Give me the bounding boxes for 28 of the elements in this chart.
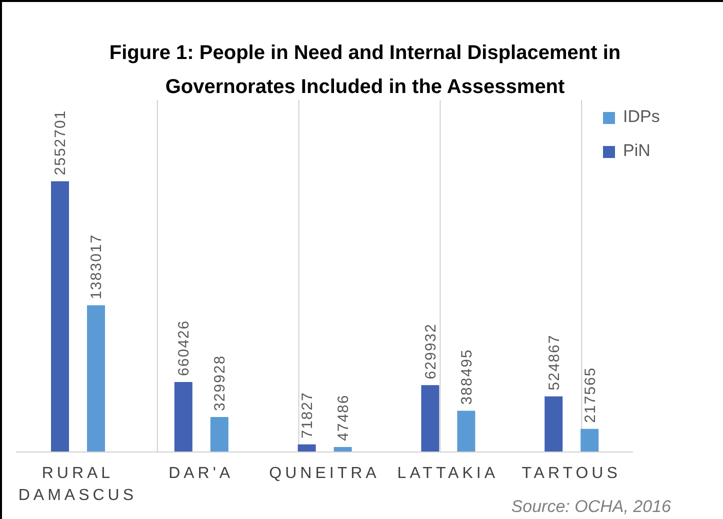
bar — [174, 382, 192, 452]
bar — [210, 417, 228, 452]
data-label: 629932 — [422, 323, 440, 380]
legend-label: PiN — [623, 141, 650, 160]
x-tick-label: QUNEITRA — [269, 465, 380, 482]
x-tick-label: LATTAKIA — [397, 465, 498, 482]
chart-title: Figure 1: People in Need and Internal Displacement in Governorates Included in the Assessment — [108, 41, 622, 100]
data-label: 329928 — [212, 354, 229, 412]
data-label: 2552701 — [52, 110, 70, 176]
data-label: 388495 — [458, 348, 476, 405]
source-note: Source: OCHA, 2016 — [511, 497, 671, 517]
data-label: 47486 — [335, 394, 352, 441]
bar — [298, 444, 316, 452]
x-tick-label: RURAL DAMASCUS — [18, 465, 138, 504]
data-label: 524867 — [546, 334, 563, 390]
bar — [544, 396, 563, 452]
data-label: 660426 — [176, 320, 193, 376]
bar — [51, 181, 69, 452]
x-tick-label: TARTOUS — [522, 465, 621, 482]
legend-label: IDPs — [623, 107, 660, 126]
bar — [580, 428, 599, 452]
bar — [457, 410, 476, 452]
x-tick-label: DAR'A — [168, 465, 234, 482]
data-label: 217565 — [582, 366, 599, 423]
data-label: 71827 — [299, 392, 316, 438]
data-label: 1383017 — [88, 234, 106, 300]
bar — [421, 385, 440, 452]
bar — [87, 305, 105, 452]
